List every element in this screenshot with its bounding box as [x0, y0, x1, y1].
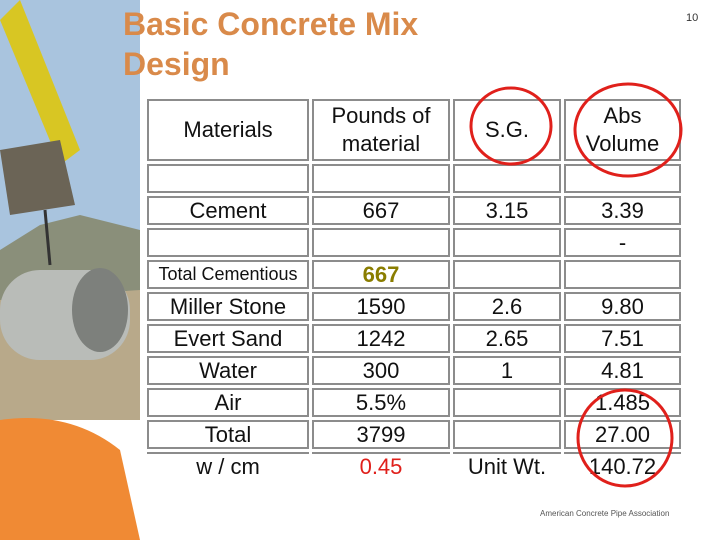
table-cell	[564, 164, 681, 193]
table-cell: 1	[453, 356, 561, 385]
table-cell	[453, 260, 561, 289]
table-cell	[312, 164, 450, 193]
table-cell	[564, 260, 681, 289]
table-cell: Miller Stone	[147, 292, 309, 321]
table-row: Evert Sand 1242 2.65 7.51	[147, 324, 681, 353]
table-cell: 3.39	[564, 196, 681, 225]
header-cell: Abs Volume	[564, 99, 681, 161]
mix-table: Materials Pounds of material S.G. Abs Vo…	[144, 96, 684, 482]
table-cell: 1.485	[564, 388, 681, 417]
table-cell: 7.51	[564, 324, 681, 353]
table-cell: 667	[312, 196, 450, 225]
table-cell	[147, 164, 309, 193]
table-cell	[453, 164, 561, 193]
slide-title: Basic Concrete Mix Design	[123, 6, 419, 82]
table-row: Air 5.5% 1.485	[147, 388, 681, 417]
header-cell: Pounds of material	[312, 99, 450, 161]
table-cell: 300	[312, 356, 450, 385]
table-cell	[453, 420, 561, 449]
table-cell: 2.65	[453, 324, 561, 353]
header-text: Pounds of material	[331, 103, 431, 156]
table-cell: Cement	[147, 196, 309, 225]
table-row: Miller Stone 1590 2.6 9.80	[147, 292, 681, 321]
table-cell: 3.15	[453, 196, 561, 225]
table-cell: 1590	[312, 292, 450, 321]
table-cell: 2.6	[453, 292, 561, 321]
page-number: 10	[686, 12, 699, 24]
table-row: Water 300 1 4.81	[147, 356, 681, 385]
table-cell	[147, 228, 309, 257]
table-cell	[453, 228, 561, 257]
table-cell	[312, 228, 450, 257]
logo: American Concrete Pipe Association	[540, 509, 670, 518]
table-cell: 5.5%	[312, 388, 450, 417]
table-cell: Unit Wt.	[453, 452, 561, 479]
table-row: Total Cementious 667	[147, 260, 681, 289]
photo	[0, 0, 140, 540]
table-cell: -	[564, 228, 681, 257]
table-cell: 140.72	[564, 452, 681, 479]
table-row: w / cm 0.45 Unit Wt. 140.72	[147, 452, 681, 479]
table-cell	[453, 388, 561, 417]
table-cell: w / cm	[147, 452, 309, 479]
table-row	[147, 164, 681, 193]
header-cell: Materials	[147, 99, 309, 161]
table-cell: Air	[147, 388, 309, 417]
table-cell: 667	[312, 260, 450, 289]
table-row: -	[147, 228, 681, 257]
table-cell: 1242	[312, 324, 450, 353]
table-cell: 3799	[312, 420, 450, 449]
table-row: Cement 667 3.15 3.39	[147, 196, 681, 225]
table-cell: Total	[147, 420, 309, 449]
table-cell: 9.80	[564, 292, 681, 321]
table-row: Total 3799 27.00	[147, 420, 681, 449]
table-cell: Evert Sand	[147, 324, 309, 353]
table-cell: Water	[147, 356, 309, 385]
header-cell: S.G.	[453, 99, 561, 161]
header-row: Materials Pounds of material S.G. Abs Vo…	[147, 99, 681, 161]
table-cell: Total Cementious	[147, 260, 309, 289]
table-cell: 4.81	[564, 356, 681, 385]
table-cell: 0.45	[312, 452, 450, 479]
header-text: Abs Volume	[585, 103, 660, 156]
table-cell: 27.00	[564, 420, 681, 449]
